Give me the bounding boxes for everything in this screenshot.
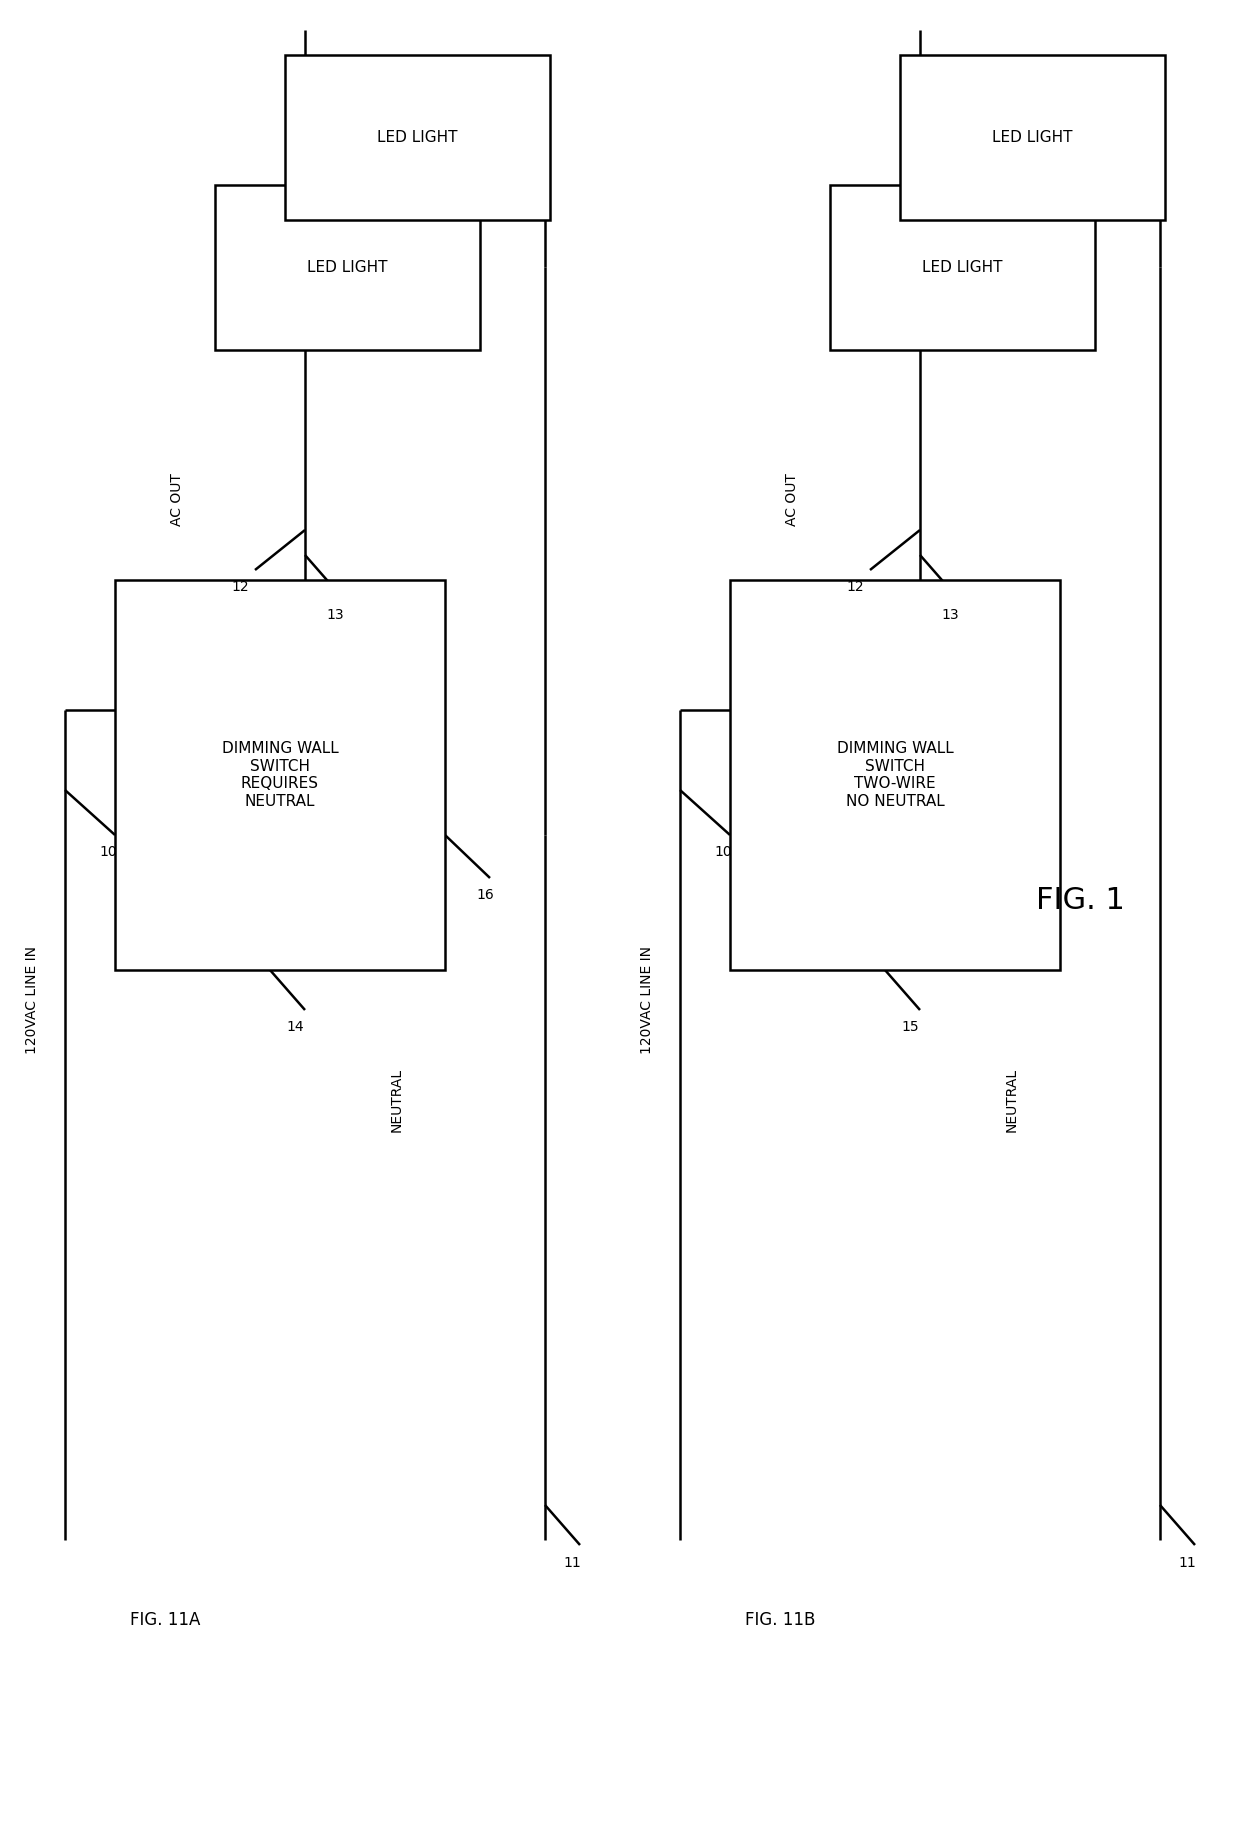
Text: LED LIGHT: LED LIGHT — [992, 131, 1073, 145]
Text: 10: 10 — [99, 845, 117, 860]
Text: LED LIGHT: LED LIGHT — [377, 131, 458, 145]
Text: FIG. 11A: FIG. 11A — [130, 1611, 201, 1629]
Text: 15: 15 — [901, 1020, 919, 1035]
Bar — [285, 55, 551, 221]
Text: NEUTRAL: NEUTRAL — [1004, 1068, 1019, 1132]
Text: FIG. 1: FIG. 1 — [1035, 886, 1125, 915]
Text: 120VAC LINE IN: 120VAC LINE IN — [640, 946, 653, 1055]
Text: 10: 10 — [714, 845, 732, 860]
Text: 12: 12 — [231, 580, 249, 595]
Text: 16: 16 — [476, 887, 494, 902]
Text: 13: 13 — [326, 608, 343, 622]
Text: DIMMING WALL
SWITCH
REQUIRES
NEUTRAL: DIMMING WALL SWITCH REQUIRES NEUTRAL — [222, 742, 339, 808]
Text: AC OUT: AC OUT — [170, 473, 184, 527]
Bar — [215, 184, 480, 350]
Text: NEUTRAL: NEUTRAL — [391, 1068, 404, 1132]
Bar — [730, 580, 1060, 970]
Text: 120VAC LINE IN: 120VAC LINE IN — [25, 946, 38, 1055]
Text: 14: 14 — [286, 1020, 304, 1035]
Bar — [900, 55, 1166, 221]
Text: AC OUT: AC OUT — [785, 473, 799, 527]
Text: LED LIGHT: LED LIGHT — [923, 260, 1003, 274]
Text: 13: 13 — [941, 608, 959, 622]
Text: 11: 11 — [1178, 1556, 1195, 1570]
Text: LED LIGHT: LED LIGHT — [308, 260, 388, 274]
Text: FIG. 11B: FIG. 11B — [745, 1611, 816, 1629]
Text: 12: 12 — [846, 580, 864, 595]
Bar — [115, 580, 445, 970]
Bar — [830, 184, 1095, 350]
Text: DIMMING WALL
SWITCH
TWO-WIRE
NO NEUTRAL: DIMMING WALL SWITCH TWO-WIRE NO NEUTRAL — [837, 742, 954, 808]
Text: 11: 11 — [563, 1556, 580, 1570]
